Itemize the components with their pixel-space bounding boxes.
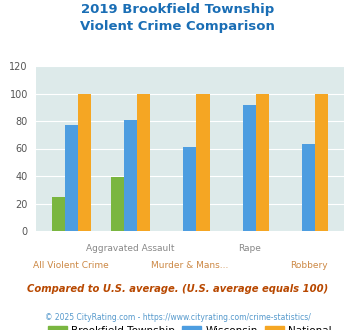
Bar (243, 105, 256, 231)
Bar (111, 178, 124, 231)
Text: Aggravated Assault: Aggravated Assault (86, 244, 175, 253)
Text: Robbery: Robbery (290, 261, 328, 270)
Bar (302, 145, 315, 231)
Bar (137, 93, 150, 231)
Bar (196, 93, 209, 231)
Bar (65, 125, 78, 231)
Text: 2019 Brookfield Township
Violent Crime Comparison: 2019 Brookfield Township Violent Crime C… (80, 3, 275, 33)
Legend: Brookfield Township, Wisconsin, National: Brookfield Township, Wisconsin, National (44, 322, 336, 330)
Text: All Violent Crime: All Violent Crime (33, 261, 109, 270)
Bar (184, 147, 196, 231)
Bar (78, 93, 91, 231)
Bar (256, 93, 269, 231)
Bar (124, 120, 137, 231)
Text: Murder & Mans...: Murder & Mans... (151, 261, 229, 270)
Bar (51, 197, 65, 231)
Text: © 2025 CityRating.com - https://www.cityrating.com/crime-statistics/: © 2025 CityRating.com - https://www.city… (45, 313, 310, 322)
Text: Compared to U.S. average. (U.S. average equals 100): Compared to U.S. average. (U.S. average … (27, 284, 328, 294)
Text: Rape: Rape (238, 244, 261, 253)
Bar (315, 93, 328, 231)
